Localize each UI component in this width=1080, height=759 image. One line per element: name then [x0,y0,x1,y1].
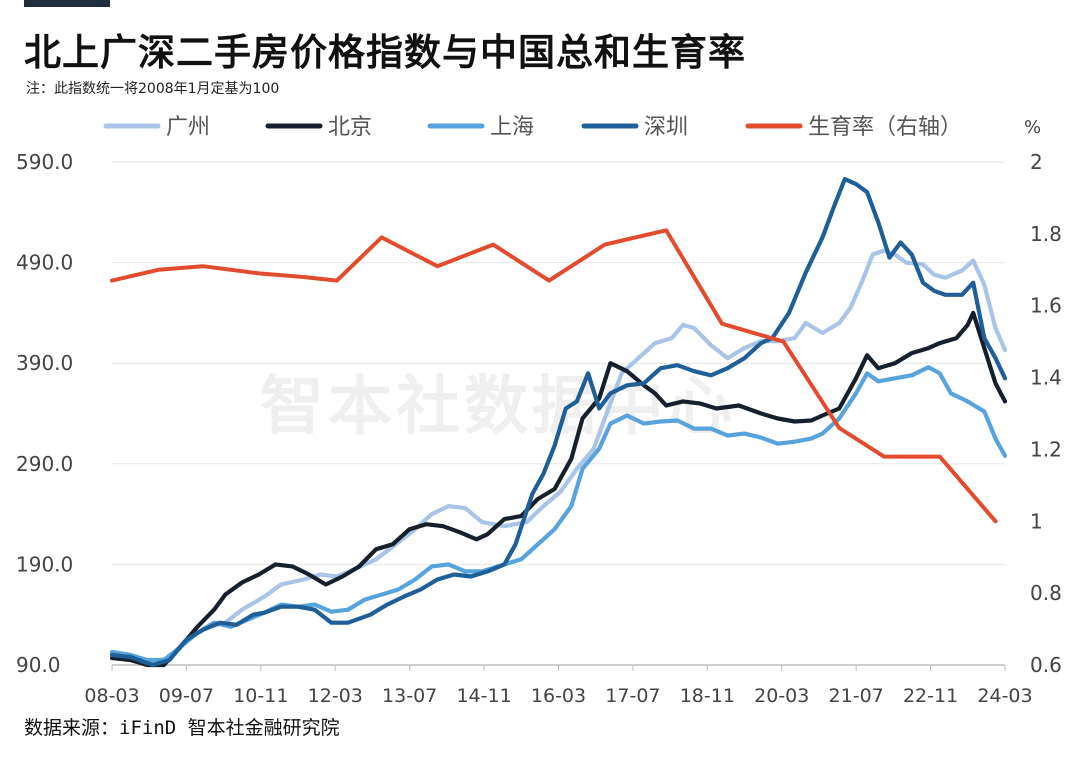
y-left-tick-label: 590.0 [16,150,73,174]
x-tick-label: 09-07 [159,685,214,707]
y-left-tick-label: 190.0 [16,552,73,576]
watermark: 智本社数据中心 [260,370,736,444]
axes: 590.0 490.0 390.0 290.0 190.0 90.0 2 1.8 1.6 1.4 1… [16,117,1062,707]
y-right-tick-label: 1.8 [1030,222,1062,246]
y-left-tick-label: 390.0 [16,351,73,375]
series-line-3 [109,177,1008,668]
y-right-tick-label: 0.8 [1030,581,1062,605]
legend-label-0: 广州 [166,115,210,140]
y-right-tick-label: 2 [1030,150,1043,174]
x-tick-label: 14-11 [456,685,511,707]
y-left-tick-label: 490.0 [16,251,73,275]
legend-label-4: 生育率（右轴） [808,115,962,140]
x-tick-label: 22-11 [903,685,958,707]
x-tick-label: 08-03 [84,685,139,707]
legend-label-3: 深圳 [644,115,688,140]
x-tick-label: 12-03 [308,685,363,707]
chart-title: 北上广深二手房价格指数与中国总和生育率 [24,31,746,74]
x-tick-label: 20-03 [754,685,809,707]
x-tick-label: 17-07 [605,685,660,707]
legend-label-1: 北京 [328,115,372,140]
x-tick-label: 10-11 [233,685,288,707]
x-tick-label: 24-03 [977,685,1032,707]
x-tick-label: 16-03 [531,685,586,707]
chart-note: 注：此指数统一将2008年1月定基为100 [26,81,280,97]
series-line-4 [110,228,998,524]
y-right-tick-label: 0.6 [1030,653,1062,677]
y-right-tick-label: 1.4 [1030,366,1062,390]
y-left-tick-label: 290.0 [16,452,73,476]
series-layer [109,177,1008,668]
data-source: 数据来源：iFinD 智本社金融研究院 [24,717,340,739]
y-right-tick-label: 1.2 [1030,437,1062,461]
legend-label-2: 上海 [490,115,534,140]
series-line-0 [109,248,1008,665]
x-tick-label: 18-11 [680,685,735,707]
y-left-tick-label: 90.0 [16,653,61,677]
legend: 广州 北京 上海 深圳 生育率（右轴） [103,115,962,140]
y-right-tick-label: 1 [1030,509,1043,533]
series-line-1 [109,310,1008,668]
x-tick-label: 13-07 [382,685,437,707]
y-right-unit: % [1024,117,1041,138]
x-tick-label: 21-07 [829,685,884,707]
y-right-tick-label: 1.6 [1030,294,1062,318]
top-accent-bar [24,0,110,7]
